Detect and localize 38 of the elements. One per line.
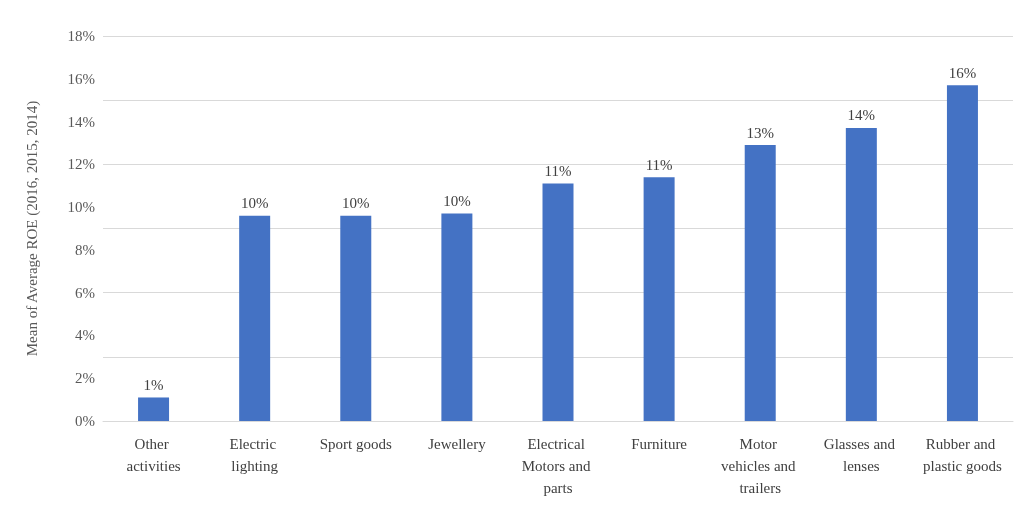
x-tick-label: Motor vehicles and trailers — [721, 436, 800, 496]
x-tick-label: Electric lighting — [229, 436, 280, 474]
y-tick-label: 0% — [75, 413, 95, 429]
bar — [542, 183, 574, 421]
bar — [239, 215, 271, 421]
bar — [138, 397, 170, 421]
x-tick-label: Furniture — [631, 436, 688, 452]
bar — [744, 145, 776, 421]
x-tick-label: Jewellery — [428, 436, 487, 452]
data-label: 11% — [544, 163, 572, 180]
x-tick-label: Glasses and lenses — [823, 436, 899, 474]
data-label: 13% — [746, 124, 774, 141]
x-tick-label: Other activities — [126, 436, 181, 474]
data-label: 16% — [948, 64, 977, 81]
y-tick-label: 18% — [67, 28, 95, 44]
bar — [845, 127, 877, 421]
bar — [946, 85, 978, 421]
data-label: 1% — [143, 376, 164, 393]
bar — [441, 213, 473, 421]
y-tick-label: 14% — [67, 113, 95, 130]
y-tick-label: 16% — [67, 70, 95, 87]
bar — [340, 215, 372, 421]
y-tick-label: 8% — [75, 241, 95, 258]
data-label: 11% — [645, 156, 673, 173]
data-label: 14% — [847, 107, 876, 124]
y-axis-title: Mean of Average ROE (2016, 2015, 2014) — [23, 100, 41, 357]
bar — [643, 177, 675, 421]
x-tick-label: Rubber and plastic goods — [923, 436, 1002, 474]
y-tick-label: 2% — [75, 370, 95, 387]
x-tick-label: Electrical Motors and parts — [521, 436, 595, 496]
y-tick-label: 6% — [75, 284, 95, 301]
y-tick-label: 4% — [75, 327, 95, 344]
data-label: 10% — [240, 195, 269, 212]
y-tick-label: 12% — [67, 156, 95, 173]
y-tick-label: 10% — [67, 199, 95, 216]
x-tick-label: Sport goods — [319, 436, 392, 452]
data-label: 10% — [342, 195, 370, 212]
data-label: 10% — [443, 193, 471, 210]
